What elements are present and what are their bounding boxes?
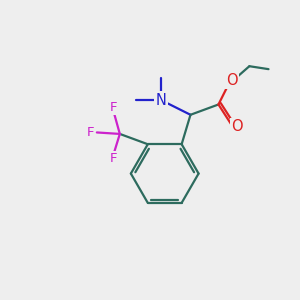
Text: F: F <box>110 152 118 166</box>
Text: O: O <box>231 119 243 134</box>
Text: O: O <box>226 73 238 88</box>
Text: F: F <box>87 126 94 139</box>
Text: N: N <box>156 93 167 108</box>
Text: F: F <box>110 101 118 114</box>
